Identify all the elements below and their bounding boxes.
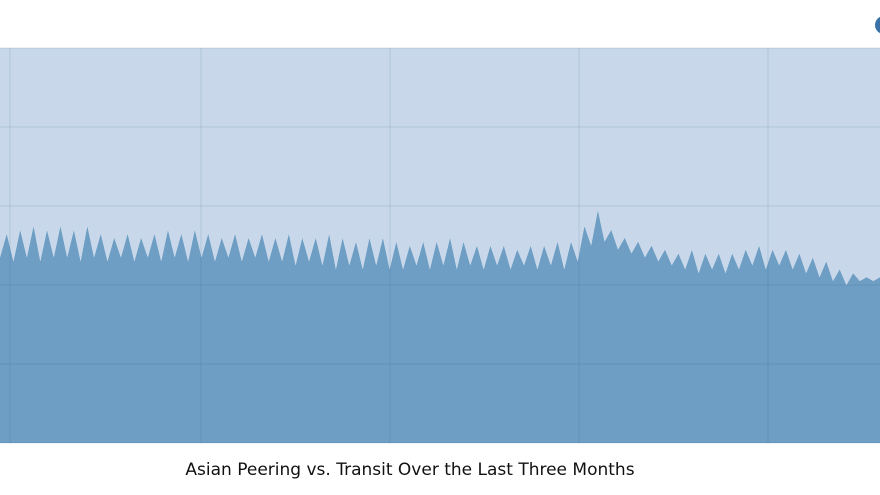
caption: Asian Peering vs. Transit Over the Last … (185, 460, 634, 480)
area (0, 209, 880, 443)
plot-area (0, 48, 880, 443)
area (0, 48, 880, 285)
legend-dot (875, 16, 880, 34)
grid (0, 47, 880, 444)
